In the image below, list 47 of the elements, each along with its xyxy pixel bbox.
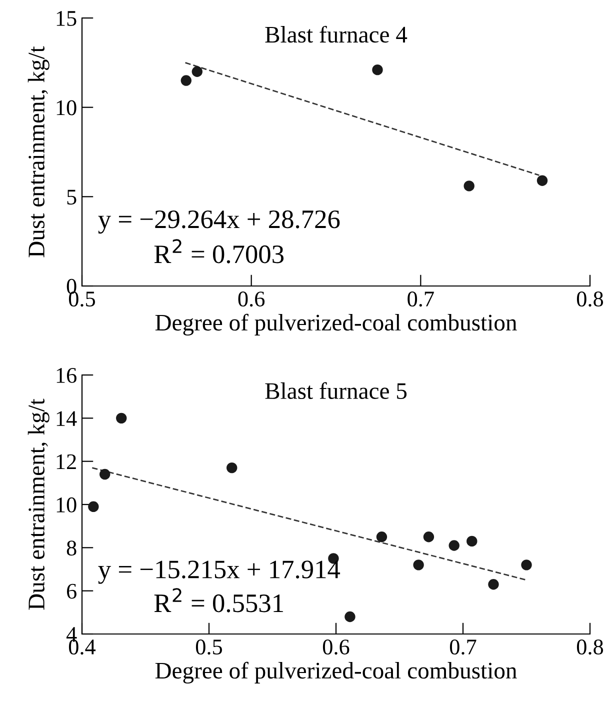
y-tick-label: 10	[56, 497, 76, 512]
y-axis-title: Dust entrainment, kg/t	[28, 398, 50, 610]
annotation: y = −29.264x + 28.726	[98, 210, 340, 234]
point	[192, 66, 202, 77]
point	[88, 501, 99, 512]
annotation: y = −15.215x + 17.914	[98, 560, 340, 584]
point	[413, 560, 424, 570]
point	[464, 180, 474, 192]
point	[226, 462, 238, 474]
x-tick-label: 0.4	[68, 640, 96, 655]
point	[448, 540, 460, 551]
point	[536, 175, 548, 186]
annotation: R$^{2}$ = 0.5531	[154, 588, 283, 612]
y-tick-label: 12	[56, 454, 76, 470]
x-axis-title: Degree of pulverized-coal combustion	[155, 662, 517, 684]
point	[344, 611, 356, 622]
y-tick-label: 0	[66, 278, 76, 294]
chart-title: Blast furnace 4	[265, 26, 408, 43]
x-tick-label: 0.7	[408, 292, 434, 307]
point	[521, 560, 532, 570]
x-tick-label: 0.8	[576, 292, 604, 307]
y-tick-label: 15	[56, 11, 76, 26]
x-tick-label: 0.5	[196, 640, 222, 655]
x-tick-label: 0.5	[68, 292, 96, 307]
point	[116, 412, 127, 424]
annotation: R$^{2}$ = 0.7003	[154, 239, 284, 264]
point	[488, 579, 499, 590]
x-axis-title: Degree of pulverized-coal combustion	[155, 314, 517, 336]
y-tick-label: 14	[56, 411, 77, 426]
chart-title: Blast furnace 5	[265, 382, 407, 400]
point	[466, 536, 478, 547]
x-tick-label: 0.8	[576, 640, 604, 655]
y-tick-label: 6	[66, 584, 76, 599]
point	[372, 64, 383, 76]
y-axis-title: Dust entrainment, kg/t	[28, 46, 50, 258]
y-tick-label: 4	[66, 627, 77, 642]
point	[423, 532, 434, 542]
y-tick-label: 8	[66, 540, 76, 556]
point	[100, 468, 110, 480]
x-tick-label: 0.6	[238, 292, 265, 307]
y-tick-label: 5	[67, 190, 76, 205]
x-tick-label: 0.7	[450, 640, 476, 655]
x-tick-label: 0.6	[322, 640, 350, 655]
y-tick-label: 10	[56, 100, 76, 116]
y-tick-label: 16	[56, 368, 76, 383]
point	[180, 75, 192, 86]
point	[376, 532, 388, 542]
